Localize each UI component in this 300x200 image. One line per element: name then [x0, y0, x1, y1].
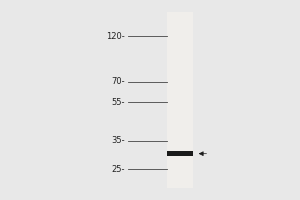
Text: 120-: 120-: [106, 32, 124, 41]
Text: 70-: 70-: [111, 77, 124, 86]
Text: 25-: 25-: [111, 165, 124, 174]
Text: 35-: 35-: [111, 136, 124, 145]
Bar: [167, 151, 193, 156]
Bar: [167, 12, 193, 188]
Text: 55-: 55-: [111, 98, 124, 107]
